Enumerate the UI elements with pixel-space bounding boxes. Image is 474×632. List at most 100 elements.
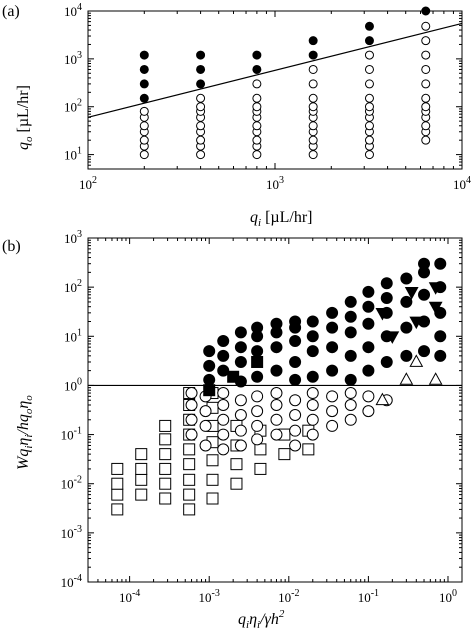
data-point-circle <box>308 121 318 131</box>
data-point-circle <box>217 413 230 426</box>
data-point-circle <box>308 102 318 112</box>
data-point-circle <box>199 439 212 452</box>
x-tick-label: 100 <box>439 588 457 605</box>
data-point-circle <box>217 398 230 411</box>
data-point-square <box>230 477 243 490</box>
data-point-circle <box>434 257 447 270</box>
data-point-circle <box>199 405 212 418</box>
data-point-square <box>135 473 148 486</box>
data-point-circle <box>362 390 375 403</box>
data-point-circle <box>362 341 375 354</box>
data-point-circle <box>217 364 230 377</box>
data-point-circle <box>203 359 216 372</box>
y-tick-label: 104 <box>64 2 82 19</box>
data-point-circle <box>306 370 319 383</box>
data-point-circle <box>252 135 262 145</box>
data-point-circle <box>364 102 374 112</box>
data-point-circle <box>289 439 302 452</box>
data-point-circle <box>364 21 374 31</box>
data-point-circle <box>251 419 264 432</box>
y-tick-label: 103 <box>64 50 82 67</box>
data-point-circle <box>185 387 198 400</box>
x-tick-label: 10-1 <box>358 588 379 605</box>
panel-b-ylabel: Wqiηi/hqoηo <box>15 395 35 470</box>
data-point-circle <box>326 419 339 432</box>
data-point-circle <box>289 355 302 368</box>
y-tick-label: 102 <box>64 278 82 295</box>
data-point-circle <box>364 150 374 160</box>
y-tick-label: 101 <box>64 327 82 344</box>
data-point-circle <box>139 93 149 103</box>
data-point-circle <box>308 150 318 160</box>
data-point-circle <box>185 428 198 441</box>
data-point-circle <box>418 288 431 301</box>
data-point-circle <box>380 330 393 343</box>
data-point-circle <box>308 79 318 89</box>
data-point-circle <box>139 50 149 60</box>
data-point-circle <box>344 387 357 400</box>
data-point-circle <box>139 150 149 160</box>
data-point-circle <box>234 375 247 388</box>
data-point-circle <box>364 50 374 60</box>
data-point-circle <box>400 272 413 285</box>
data-point-square <box>159 462 172 475</box>
data-point-circle <box>252 150 262 160</box>
data-point-triangle-up <box>409 354 424 367</box>
data-point-circle <box>364 93 374 103</box>
data-point-circle <box>421 121 431 131</box>
data-point-circle <box>344 295 357 308</box>
data-point-circle <box>306 345 319 358</box>
panel-b-tick-labels: 10-4 10-3 10-2 10-1 100 10-4 10-3 10-2 10-1 100 10… <box>61 229 457 605</box>
data-point-circle <box>308 50 318 60</box>
data-point-circle <box>196 102 206 112</box>
data-point-square <box>135 488 148 501</box>
data-point-circle <box>380 306 393 319</box>
data-point-circle <box>252 102 262 112</box>
data-point-circle <box>234 341 247 354</box>
data-point-circle <box>139 79 149 89</box>
data-point-circle <box>344 413 357 426</box>
data-point-circle <box>400 295 413 308</box>
data-point-circle <box>421 64 431 74</box>
x-tick-label: 10-2 <box>278 588 299 605</box>
data-point-circle <box>306 330 319 343</box>
data-point-circle <box>308 93 318 103</box>
data-point-circle <box>306 315 319 328</box>
data-point-circle <box>400 321 413 334</box>
data-point-square <box>159 492 172 505</box>
data-point-circle <box>344 326 357 339</box>
data-point-circle <box>196 79 206 89</box>
data-point-circle <box>326 321 339 334</box>
data-point-circle <box>217 335 230 348</box>
data-point-circle <box>196 135 206 145</box>
y-tick-label: 10-3 <box>61 524 82 541</box>
data-point-circle <box>362 317 375 330</box>
boundary-line <box>87 22 463 118</box>
data-point-circle <box>306 413 319 426</box>
data-point-circle <box>252 93 262 103</box>
data-point-square <box>159 419 172 432</box>
data-point-square <box>183 473 196 486</box>
data-point-circle <box>270 317 283 330</box>
data-point-circle <box>185 398 198 411</box>
data-point-circle <box>196 64 206 74</box>
data-point-circle <box>434 330 447 343</box>
data-point-circle <box>196 50 206 60</box>
data-point-circle <box>234 355 247 368</box>
data-point-circle <box>421 50 431 60</box>
data-point-circle <box>139 106 149 116</box>
data-point-circle <box>421 36 431 46</box>
data-point-circle <box>326 405 339 418</box>
data-point-circle <box>139 121 149 131</box>
data-point-circle <box>270 398 283 411</box>
data-point-circle <box>234 326 247 339</box>
data-point-circle <box>362 300 375 313</box>
data-point-square <box>254 443 267 456</box>
data-point-circle <box>380 292 393 305</box>
panel-a-ticks <box>87 10 463 170</box>
data-point-square <box>159 477 172 490</box>
x-tick-label: 104 <box>453 175 471 192</box>
data-point-circle <box>203 345 216 358</box>
panel-b-ticks <box>87 237 462 583</box>
